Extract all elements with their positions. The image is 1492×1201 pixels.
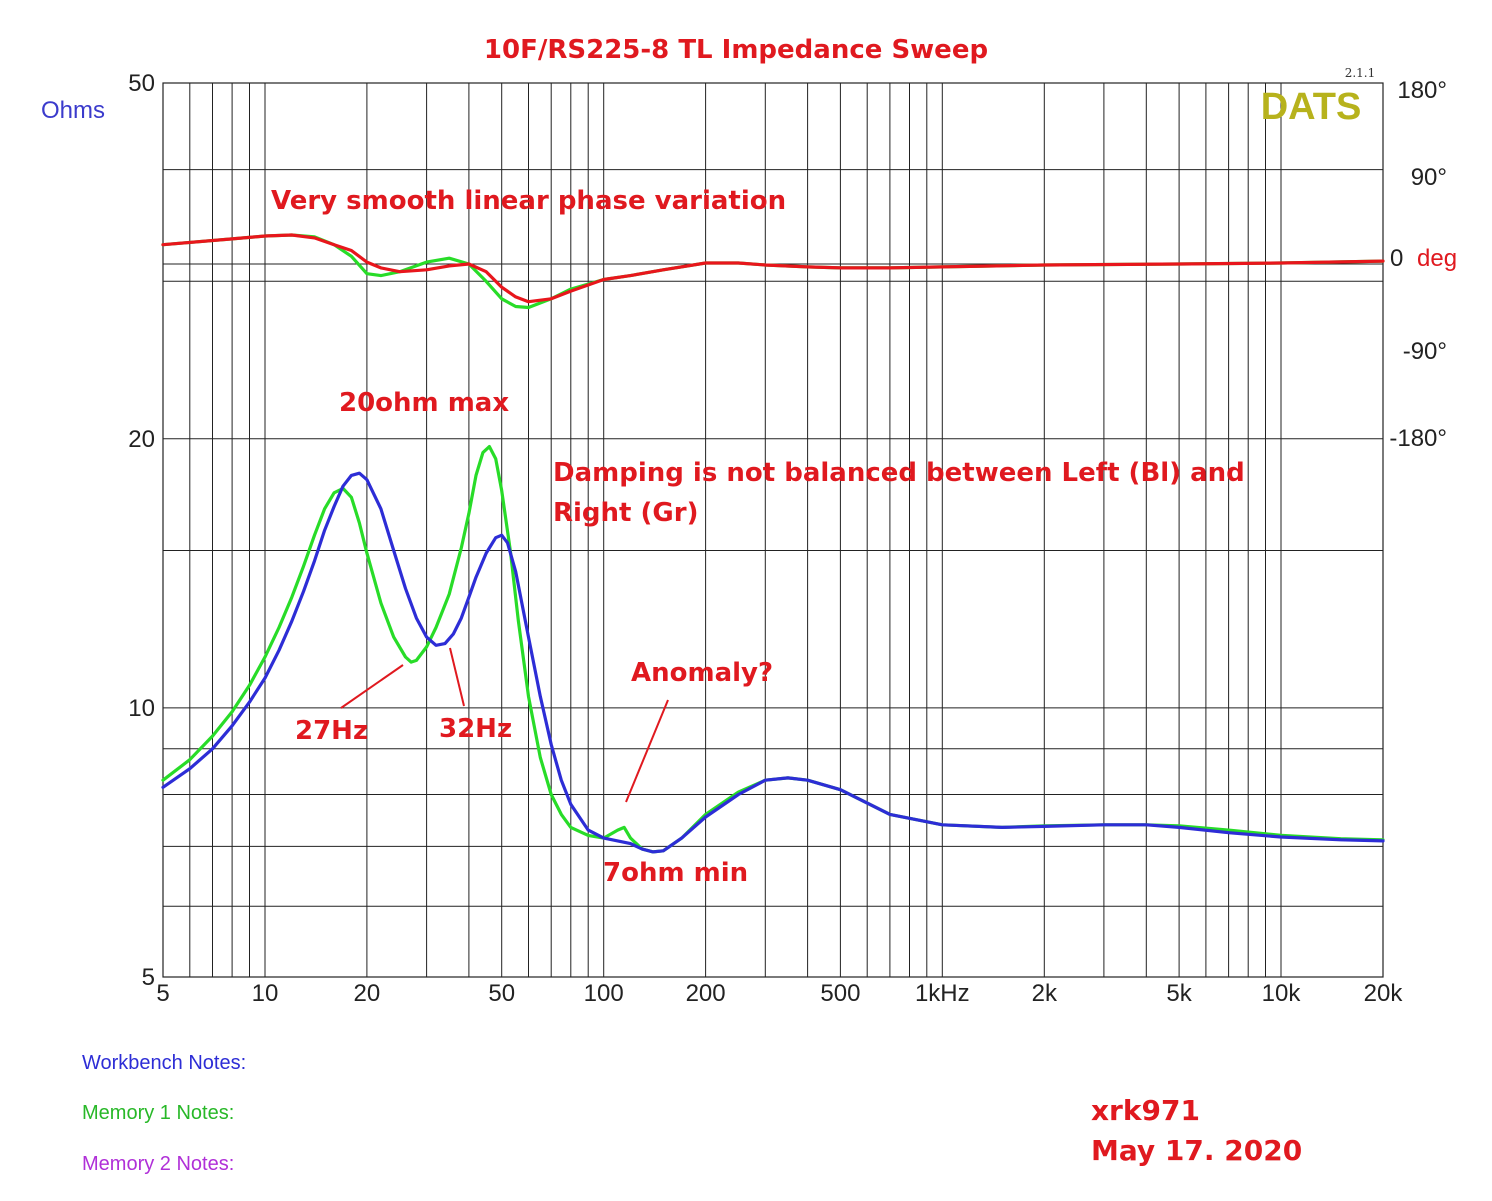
left-tick-label: 20 bbox=[128, 426, 155, 453]
annotation-damping-line1: Damping is not balanced between Left (Bl… bbox=[553, 458, 1245, 488]
right-axis-zero: 0 bbox=[1390, 245, 1403, 272]
left-axis-ticks: 50 20 10 5 bbox=[128, 70, 155, 991]
pointer-32hz bbox=[449, 647, 465, 707]
x-tick-label: 20 bbox=[354, 980, 381, 1007]
annotation-27hz: 27Hz bbox=[295, 716, 368, 746]
signature-author: xrk971 bbox=[1091, 1094, 1200, 1127]
x-tick-label: 20k bbox=[1364, 980, 1404, 1007]
left-axis-label: Ohms bbox=[41, 97, 105, 124]
annotation-damping-line2: Right (Gr) bbox=[553, 498, 698, 528]
impedance-right-green-series bbox=[161, 445, 1385, 854]
phase-green-series bbox=[161, 233, 1385, 310]
x-tick-label: 2k bbox=[1032, 980, 1058, 1007]
right-tick-label: 180° bbox=[1397, 77, 1447, 104]
right-tick-label: 90° bbox=[1411, 164, 1447, 191]
version-label: 2.1.1 bbox=[1345, 66, 1376, 80]
right-tick-label: -180° bbox=[1389, 425, 1447, 452]
x-tick-label: 100 bbox=[584, 980, 624, 1007]
annotation-min-note: 7ohm min bbox=[603, 858, 748, 888]
x-tick-label: 5k bbox=[1166, 980, 1192, 1007]
right-axis-ticks: 180° 90° -90° -180° bbox=[1389, 77, 1447, 452]
left-tick-label: 50 bbox=[128, 70, 155, 97]
x-tick-label: 500 bbox=[820, 980, 860, 1007]
annotation-32hz: 32Hz bbox=[439, 714, 512, 744]
dats-logo: DATS bbox=[1261, 86, 1362, 128]
plot-frame bbox=[162, 82, 1384, 978]
memory2-notes-label: Memory 2 Notes: bbox=[82, 1153, 235, 1175]
x-tick-label: 10k bbox=[1262, 980, 1302, 1007]
memory1-notes-label: Memory 1 Notes: bbox=[82, 1102, 235, 1124]
phase-red-series bbox=[161, 233, 1385, 304]
left-tick-label: 10 bbox=[128, 695, 155, 722]
annotation-phase-note: Very smooth linear phase variation bbox=[271, 186, 786, 216]
chart-grid bbox=[163, 83, 1383, 977]
pointer-27hz bbox=[340, 664, 404, 709]
annotation-pointers bbox=[340, 647, 669, 803]
right-tick-label: -90° bbox=[1403, 338, 1447, 365]
right-axis-unit: 0 deg bbox=[1390, 245, 1457, 272]
right-axis-deg: deg bbox=[1417, 245, 1457, 272]
impedance-left-blue-series bbox=[161, 471, 1385, 854]
x-tick-label: 1kHz bbox=[915, 980, 970, 1007]
signature-date: May 17. 2020 bbox=[1091, 1134, 1303, 1167]
x-tick-label: 5 bbox=[156, 980, 169, 1007]
x-tick-label: 50 bbox=[488, 980, 515, 1007]
pointer-anomaly bbox=[625, 699, 669, 803]
chart-series bbox=[161, 233, 1385, 854]
x-axis-ticks: 5 10 20 50 100 200 500 1kHz 2k 5k 10k 20k bbox=[156, 980, 1403, 1007]
left-tick-label: 5 bbox=[142, 964, 155, 991]
chart-title: 10F/RS225-8 TL Impedance Sweep bbox=[484, 35, 988, 65]
x-tick-label: 10 bbox=[252, 980, 279, 1007]
annotation-anomaly: Anomaly? bbox=[631, 658, 773, 688]
annotation-max-note: 20ohm max bbox=[339, 388, 509, 418]
x-tick-label: 200 bbox=[686, 980, 726, 1007]
workbench-notes-label: Workbench Notes: bbox=[82, 1052, 247, 1074]
